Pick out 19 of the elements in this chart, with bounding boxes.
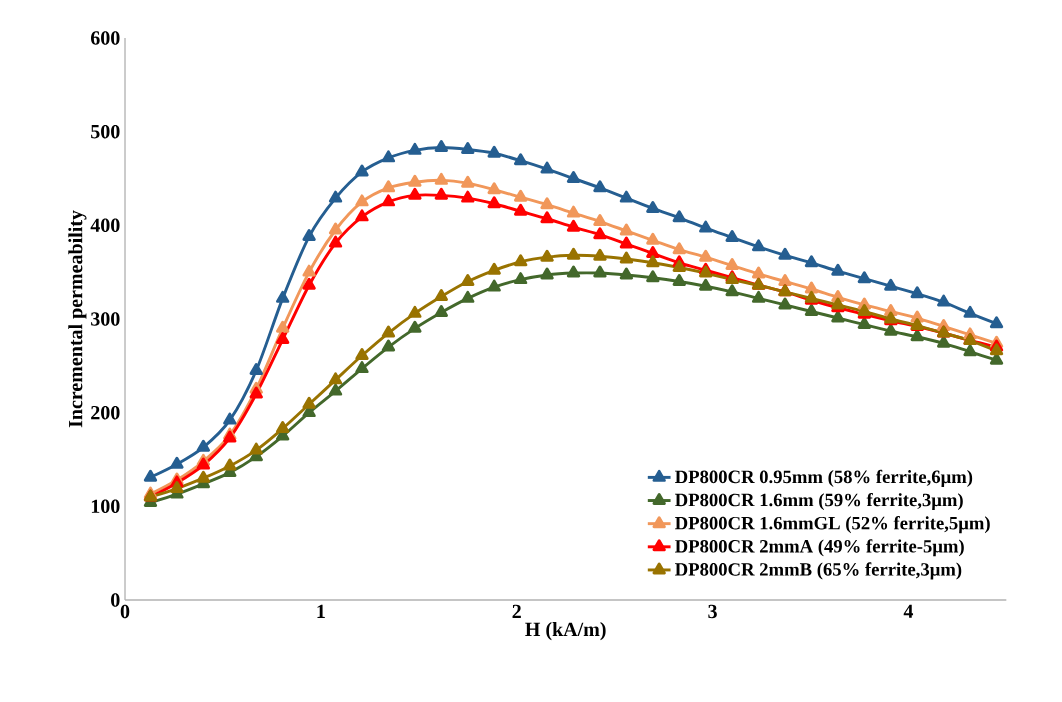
legend-label: DP800CR 1.6mmGL (52% ferrite,5μm) — [675, 516, 990, 534]
x-tick-label: 1 — [317, 604, 325, 618]
y-axis-title: Incremental permeability — [68, 210, 87, 428]
y-tick-label: 500 — [91, 124, 120, 139]
y-tick-label: 0 — [111, 593, 120, 607]
legend-label: DP800CR 2mmA (49% ferrite-5μm) — [675, 539, 964, 557]
legend-label: DP800CR 1.6mm (59% ferrite,3μm) — [675, 492, 963, 511]
x-tick-label: 2 — [512, 604, 521, 618]
legend-label: DP800CR 0.95mm (58% ferrite,6μm) — [675, 469, 973, 487]
y-tick-label: 600 — [90, 31, 120, 45]
x-axis-title: H (kA/m) — [525, 622, 606, 641]
x-tick-label: 3 — [708, 604, 717, 619]
legend-label: DP800CR 2mmB (65% ferrite,3μm) — [675, 562, 962, 580]
y-tick-label: 100 — [91, 499, 120, 514]
y-tick-label: 200 — [91, 405, 120, 420]
y-tick-label: 300 — [91, 312, 120, 326]
y-tick-label: 400 — [90, 218, 120, 233]
x-tick-label: 4 — [903, 604, 914, 618]
x-tick-label: 0 — [120, 604, 130, 619]
